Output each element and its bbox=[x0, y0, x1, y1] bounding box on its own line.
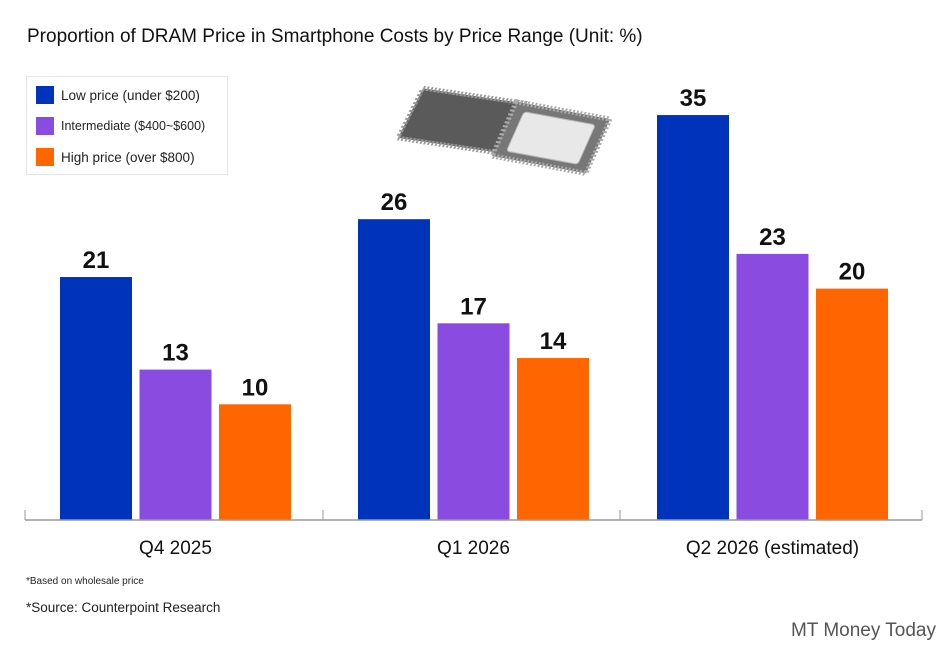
bar bbox=[437, 323, 510, 520]
data-label: 14 bbox=[540, 328, 567, 355]
legend-swatch-low bbox=[36, 86, 54, 104]
chip-illustration bbox=[394, 85, 614, 177]
data-label: 10 bbox=[242, 374, 269, 401]
bar bbox=[517, 358, 589, 520]
bar bbox=[657, 115, 729, 521]
bar bbox=[139, 369, 212, 520]
legend-label-intermediate: Intermediate ($400~$600) bbox=[61, 119, 206, 133]
legend-swatch-intermediate bbox=[36, 117, 54, 135]
data-label: 23 bbox=[759, 224, 786, 251]
legend-item-intermediate: Intermediate ($400~$600) bbox=[36, 117, 205, 135]
bar bbox=[219, 404, 291, 520]
bar bbox=[816, 288, 888, 520]
basis-note: *Based on wholesale price bbox=[26, 576, 144, 587]
legend-item-high: High price (over $800) bbox=[36, 148, 195, 166]
data-label: 35 bbox=[680, 85, 707, 112]
data-label: 26 bbox=[381, 189, 408, 216]
data-label: 17 bbox=[460, 293, 487, 320]
x-tick-label: Q1 2026 bbox=[437, 538, 510, 559]
data-label: 13 bbox=[162, 340, 189, 367]
bar bbox=[60, 277, 132, 520]
chart-title: Proportion of DRAM Price in Smartphone C… bbox=[27, 26, 643, 47]
x-tick-label: Q2 2026 (estimated) bbox=[686, 538, 859, 559]
bar bbox=[736, 253, 809, 520]
data-label: 20 bbox=[839, 259, 866, 286]
brand-logo: MT Money Today bbox=[790, 620, 936, 641]
x-tick-label: Q4 2025 bbox=[139, 538, 212, 559]
legend: Low price (under $200) Intermediate ($40… bbox=[26, 76, 228, 175]
legend-swatch-high bbox=[36, 148, 54, 166]
legend-label-low: Low price (under $200) bbox=[61, 87, 200, 103]
legend-item-low: Low price (under $200) bbox=[36, 86, 200, 104]
bar bbox=[358, 219, 430, 520]
data-label: 21 bbox=[83, 247, 110, 274]
legend-label-high: High price (over $800) bbox=[61, 149, 195, 165]
source-note: *Source: Counterpoint Research bbox=[26, 600, 221, 615]
